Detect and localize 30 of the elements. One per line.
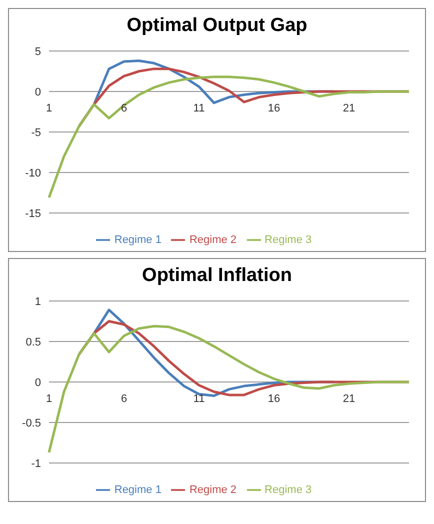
y-tick-label: 0 (34, 376, 41, 389)
x-tick-label: 1 (46, 102, 52, 114)
x-tick-label: 6 (120, 102, 128, 114)
line-series (48, 324, 410, 454)
line-series (48, 76, 410, 199)
chart-title: Optimal Output Gap (126, 14, 308, 38)
legend-label: Regime 1 (114, 234, 162, 246)
legend-label: Regime 2 (189, 484, 237, 496)
x-tick-label: 16 (268, 393, 280, 405)
y-tick-label: -10 (25, 167, 41, 180)
x-tick-label: 1 (46, 393, 52, 405)
legend-label: Regime 2 (189, 234, 237, 246)
y-tick-label: 0.5 (26, 336, 41, 348)
x-tick-label: 6 (120, 393, 128, 405)
x-tick-label: 21 (342, 102, 356, 114)
x-tick-label: 11 (193, 393, 205, 405)
x-tick-label: 11 (193, 102, 205, 114)
chart-title: Optimal Inflation (141, 264, 293, 288)
y-tick-label: 1 (34, 296, 41, 308)
y-tick-label: -0.5 (22, 417, 41, 430)
y-tick-label: 5 (34, 46, 41, 58)
legend-label: Regime 3 (264, 234, 312, 246)
x-tick-label: 21 (342, 393, 356, 405)
y-tick-label: -1 (31, 458, 41, 470)
y-tick-label: -5 (31, 126, 41, 139)
y-tick-label: 0 (34, 86, 41, 98)
legend-label: Regime 1 (114, 484, 162, 496)
legend-label: Regime 3 (264, 484, 312, 496)
x-tick-label: 16 (268, 102, 280, 114)
y-tick-label: -15 (25, 208, 41, 220)
